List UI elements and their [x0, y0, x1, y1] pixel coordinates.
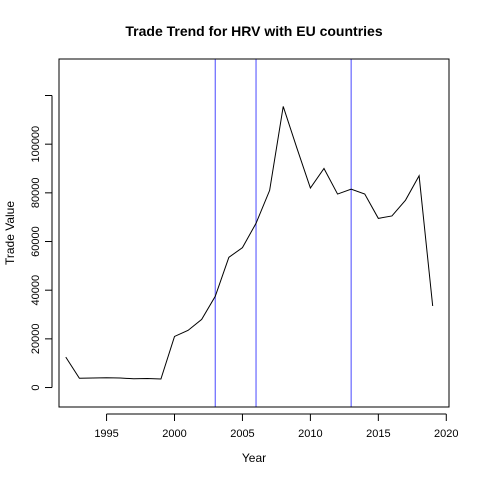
x-tick-label-2020: 2020: [434, 428, 458, 440]
chart-title: Trade Trend for HRV with EU countries: [125, 23, 382, 39]
y-axis: 0 20000 40000 60000 80000 100000: [30, 95, 53, 391]
x-axis: 1995 2000 2005 2010 2015 2020: [94, 413, 459, 440]
x-axis-label: Year: [242, 451, 266, 465]
x-tick-label-2015: 2015: [366, 428, 390, 440]
x-tick-label-2010: 2010: [298, 428, 322, 440]
y-tick-label-40000: 40000: [30, 275, 42, 306]
y-axis-label: Trade Value: [3, 201, 17, 265]
x-tick-label-1995: 1995: [94, 428, 118, 440]
y-tick-label-100000: 100000: [30, 126, 42, 163]
y-tick-label-60000: 60000: [30, 226, 42, 257]
plot-area: [65, 59, 434, 407]
y-tick-label-80000: 80000: [30, 178, 42, 209]
x-tick-label-2005: 2005: [230, 428, 254, 440]
plot-frame: [58, 58, 450, 408]
y-tick-label-0: 0: [30, 384, 42, 390]
series-line: [65, 106, 434, 380]
x-tick-label-2000: 2000: [162, 428, 186, 440]
y-tick-label-20000: 20000: [30, 324, 42, 355]
